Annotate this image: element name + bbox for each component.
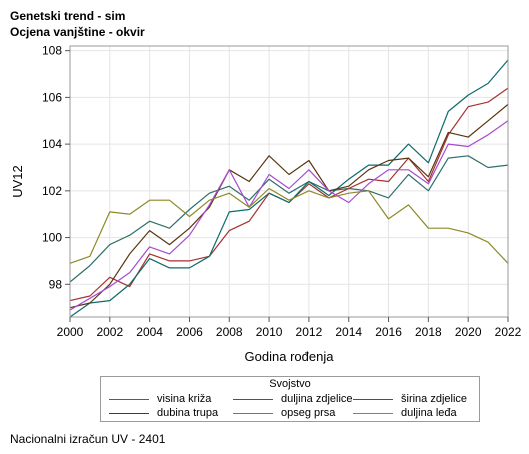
legend-label: duljina zdjelice <box>281 393 353 405</box>
x-axis-label: Godina rođenja <box>245 349 335 364</box>
x-tick-label: 2002 <box>96 325 123 339</box>
y-tick-label: 106 <box>42 90 62 104</box>
y-axis: 98 100 102 104 106 108 <box>42 44 70 291</box>
legend-label: duljina leđa <box>401 407 457 419</box>
legend-label: opseg prsa <box>281 407 336 419</box>
x-tick-label: 2018 <box>415 325 442 339</box>
legend-label: visina križa <box>157 393 212 405</box>
y-axis-label: UV12 <box>10 165 25 198</box>
series-line-visina-križa <box>69 155 509 283</box>
y-tick-label: 108 <box>42 44 62 58</box>
series-line-širina-zdjelice <box>69 59 509 318</box>
chart-subtitle: Ocjena vanjštine - okvir <box>10 25 145 39</box>
legend-label: dubina trupa <box>157 407 219 419</box>
y-tick-label: 98 <box>49 277 63 291</box>
legend-item: visina križa <box>109 393 211 405</box>
series-line-opseg-prsa <box>69 120 509 311</box>
y-tick-label: 102 <box>42 184 62 198</box>
legend-label: širina zdjelice <box>401 393 468 405</box>
chart-title: Genetski trend - sim <box>10 9 126 23</box>
series-line-duljina-zdjelice <box>69 87 509 302</box>
legend-item: duljina leđa <box>353 407 457 419</box>
legend-swatch <box>233 412 273 414</box>
x-tick-label: 2020 <box>455 325 482 339</box>
y-tick-label: 104 <box>42 137 62 151</box>
x-axis: 2000 2002 2004 2006 2008 2010 2012 2014 2016 2018… <box>57 317 522 339</box>
line-chart: 2000 2002 2004 2006 2008 2010 2012 2014 2016 2018… <box>10 44 522 364</box>
legend-swatch <box>353 412 393 414</box>
x-tick-label: 2004 <box>136 325 163 339</box>
legend-item: dubina trupa <box>109 407 218 419</box>
x-tick-label: 2000 <box>57 325 84 339</box>
y-tick-label: 100 <box>42 231 62 245</box>
legend-title: Svojstvo <box>269 378 311 390</box>
legend-swatch <box>109 412 149 414</box>
x-tick-label: 2008 <box>216 325 243 339</box>
legend-item: opseg prsa <box>233 407 335 419</box>
footnote: Nacionalni izračun UV - 2401 <box>10 432 166 446</box>
x-tick-label: 2012 <box>296 325 323 339</box>
x-tick-label: 2022 <box>495 325 522 339</box>
legend: Svojstvo visina križa duljina zdjelice šir… <box>100 376 480 422</box>
plot-frame <box>69 45 509 318</box>
x-tick-label: 2014 <box>335 325 362 339</box>
x-tick-label: 2006 <box>176 325 203 339</box>
series-lines <box>69 59 509 318</box>
legend-swatch <box>233 398 273 400</box>
series-line-dubina-trupa <box>69 103 509 309</box>
series-line-duljina-leđa <box>69 187 509 264</box>
legend-item: širina zdjelice <box>353 393 467 405</box>
x-tick-label: 2010 <box>256 325 283 339</box>
x-tick-label: 2016 <box>375 325 402 339</box>
legend-swatch <box>353 398 393 400</box>
legend-item: duljina zdjelice <box>233 393 353 405</box>
legend-swatch <box>109 398 149 400</box>
